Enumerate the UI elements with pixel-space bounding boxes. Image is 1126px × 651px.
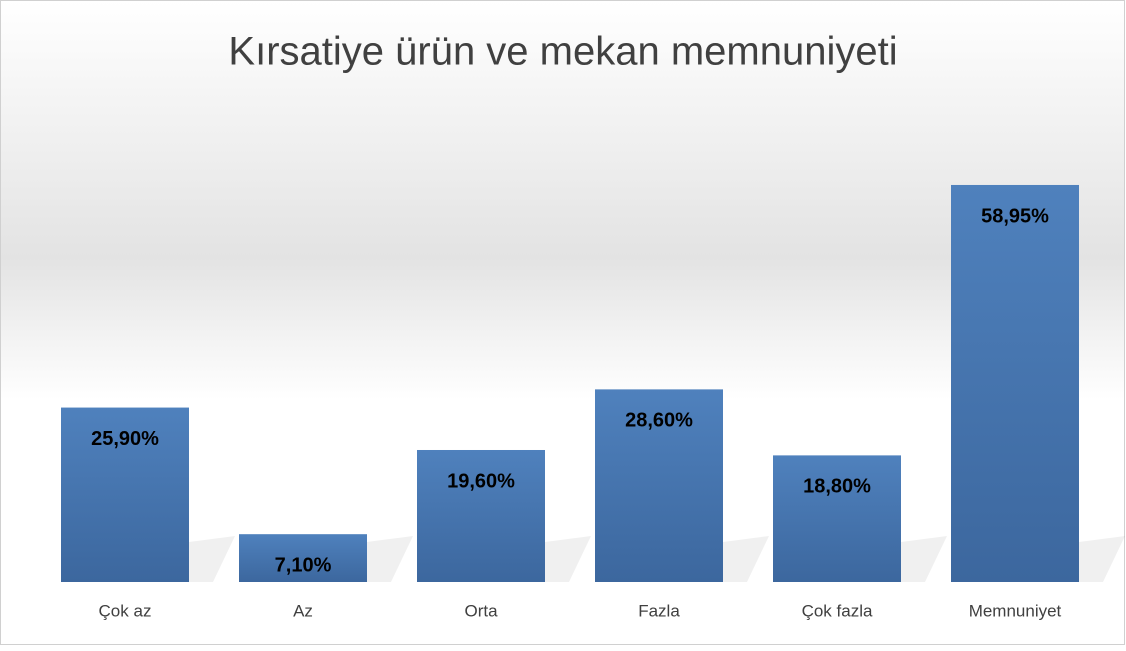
bar: [239, 534, 367, 582]
x-tick-label: Az: [293, 601, 313, 620]
bar-shadow: [367, 536, 413, 582]
bar-shadow: [545, 536, 591, 582]
bar: [951, 184, 1079, 583]
x-tick-label: Orta: [464, 601, 498, 620]
bar: [773, 455, 901, 582]
data-label: 19,60%: [447, 470, 515, 492]
x-tick-label: Çok fazla: [802, 601, 873, 620]
x-tick-label: Memnuniyet: [969, 601, 1062, 620]
data-label: 25,90%: [91, 428, 159, 450]
data-label: 18,80%: [803, 476, 871, 498]
x-tick-label: Fazla: [638, 601, 680, 620]
data-label: 58,95%: [981, 205, 1049, 227]
bar-shadow: [901, 536, 947, 582]
bar-shadow: [723, 536, 769, 582]
chart-title: Kırsatiye ürün ve mekan memnuniyeti: [228, 30, 897, 74]
bar: [417, 449, 545, 582]
data-label: 7,10%: [275, 554, 332, 576]
bar-shadow: [189, 536, 235, 582]
data-label: 28,60%: [625, 410, 693, 432]
bar: [595, 389, 723, 582]
bar-shadow: [1079, 536, 1125, 582]
bar: [61, 407, 189, 582]
x-tick-label: Çok az: [99, 601, 152, 620]
